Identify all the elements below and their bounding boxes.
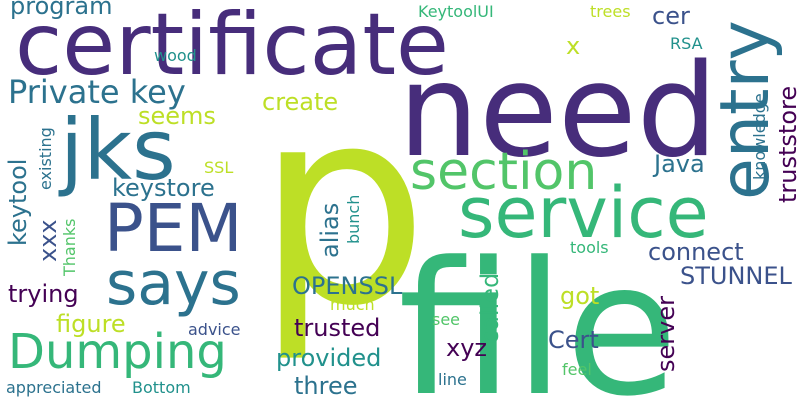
word-jks: jks — [60, 101, 176, 199]
word-java: Java — [654, 150, 705, 178]
word-SSL: SSL — [204, 158, 234, 177]
word-keystore: keystore — [112, 174, 215, 202]
word-private-key: Private key — [8, 73, 186, 111]
word-OPENSSL: OPENSSL — [292, 272, 403, 300]
word-existing: existing — [36, 127, 55, 190]
word-tools: tools — [570, 238, 609, 257]
word-Dumping: Dumping — [8, 324, 227, 380]
word-need: need — [398, 37, 718, 186]
word-truststore: truststore — [774, 85, 800, 203]
word-cer: cer — [652, 2, 690, 30]
word-RSA: RSA — [670, 34, 703, 53]
word-thanks: Thanks — [60, 218, 79, 276]
word-wood: wood — [154, 46, 197, 65]
word-service: service — [458, 172, 709, 254]
word-feel: feel — [562, 360, 592, 379]
word-trusted: trusted — [294, 314, 381, 342]
word-file: file — [398, 223, 679, 400]
word-xyz: xyz — [446, 334, 488, 362]
word-create: create — [262, 88, 339, 116]
word-xxx: xxx — [34, 219, 62, 262]
word-alias: alias — [316, 202, 344, 258]
word-trying: trying — [8, 280, 79, 308]
word-three: three — [294, 372, 358, 400]
word-section: section — [410, 142, 598, 202]
word-provided: provided — [276, 344, 382, 372]
word-entry: entry — [706, 20, 785, 200]
word-got: got — [560, 282, 600, 310]
word-much: much — [330, 295, 375, 314]
word-trees: trees — [590, 2, 631, 21]
word-figure: figure — [56, 310, 126, 338]
word-program: program — [10, 0, 113, 20]
word-p: p — [256, 50, 429, 366]
word-keytoolui: KeytoolUI — [418, 2, 494, 21]
word-knowledge: knowledge — [750, 93, 769, 180]
word-says: says — [106, 249, 241, 319]
word-bunch: bunch — [344, 194, 363, 244]
word-see: see — [432, 310, 461, 329]
word-STUNNEL: STUNNEL — [680, 262, 792, 290]
word-appreciated: appreciated — [6, 378, 102, 397]
word-x: x — [566, 32, 581, 60]
word-server: server — [652, 296, 680, 372]
word-connect: connect — [648, 238, 744, 266]
word-line: line — [438, 370, 467, 389]
word-keytool: keytool — [4, 158, 32, 246]
word-cert: Cert — [548, 326, 599, 354]
word-bottom: Bottom — [132, 378, 191, 397]
word-seems: seems — [138, 102, 216, 130]
word-advice: advice — [188, 320, 241, 339]
word-PEM: PEM — [104, 190, 243, 267]
word-certificate: certificate — [15, 0, 449, 95]
